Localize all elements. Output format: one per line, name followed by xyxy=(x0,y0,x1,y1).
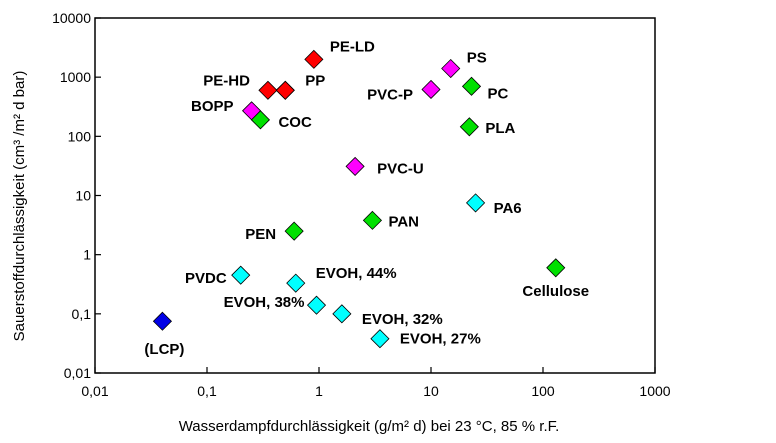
data-point-label: PLA xyxy=(485,120,515,137)
y-axis-title: Sauerstoffdurchlässigkeit (cm³ /m² d bar… xyxy=(11,71,28,342)
data-point-label: PVC-P xyxy=(367,86,413,103)
data-point xyxy=(441,58,461,79)
x-tick-label: 0,1 xyxy=(197,383,217,399)
data-point-label: PAN xyxy=(388,213,419,230)
point-labels: PE-LD PE-HD PP BOPP COC PS PVC-P PC PLA PVC-U PA6 P… xyxy=(144,38,589,358)
x-tick-label: 0,01 xyxy=(81,383,108,399)
data-point xyxy=(345,156,365,176)
y-tick-label: 1 xyxy=(83,247,91,263)
axis-ticks: 0,01 0,1 1 10 100 1000 0,01 0,1 1 10 100 1000 10000 xyxy=(52,10,671,399)
y-tick-label: 0,1 xyxy=(72,306,92,322)
y-tick-label: 100 xyxy=(68,128,92,144)
data-point xyxy=(231,265,251,285)
data-point-label: EVOH, 38% xyxy=(224,294,305,311)
data-point xyxy=(152,311,172,331)
x-tick-label: 1 xyxy=(315,383,323,399)
data-point-label: COC xyxy=(278,114,312,131)
data-point xyxy=(459,117,479,137)
data-point-label: EVOH, 27% xyxy=(400,331,481,348)
data-point xyxy=(286,273,306,293)
data-point xyxy=(466,193,486,213)
data-point-label: BOPP xyxy=(191,98,234,115)
data-point-label: PVDC xyxy=(185,270,227,287)
y-tick-label: 10 xyxy=(75,188,91,204)
data-point-label: PE-LD xyxy=(330,38,375,55)
plot-frame xyxy=(94,17,656,374)
y-tick-label: 10000 xyxy=(52,10,91,26)
y-tick-label: 0,01 xyxy=(64,365,91,381)
x-tick-label: 1000 xyxy=(639,383,670,399)
data-point-label: PVC-U xyxy=(377,160,424,177)
x-tick-label: 10 xyxy=(423,383,439,399)
data-point-label: PE-HD xyxy=(203,72,250,89)
data-point xyxy=(258,80,278,100)
data-point xyxy=(332,304,352,324)
data-point-label: Cellulose xyxy=(522,283,589,300)
x-tick-label: 100 xyxy=(531,383,555,399)
data-point xyxy=(461,76,482,96)
y-tick-label: 1000 xyxy=(60,69,91,85)
data-point xyxy=(284,221,304,241)
data-point xyxy=(250,110,271,130)
data-point-label: PC xyxy=(488,85,509,102)
data-point-label: EVOH, 32% xyxy=(362,311,443,328)
data-point xyxy=(306,295,327,315)
x-axis-title: Wasserdampfdurchlässigkeit (g/m² d) bei … xyxy=(179,418,560,435)
data-point xyxy=(546,258,566,278)
data-point-label: EVOH, 44% xyxy=(316,265,397,282)
data-point xyxy=(421,79,441,100)
data-point xyxy=(275,80,295,100)
data-point-label: (LCP) xyxy=(144,341,184,358)
data-point xyxy=(370,329,390,349)
data-points xyxy=(152,49,566,349)
data-point-label: PS xyxy=(467,50,487,67)
data-point xyxy=(304,49,324,69)
data-point-label: PA6 xyxy=(494,200,522,217)
data-point-label: PP xyxy=(305,72,325,89)
plot-area xyxy=(94,17,656,374)
data-point xyxy=(362,210,383,230)
data-point-label: PEN xyxy=(245,226,276,243)
